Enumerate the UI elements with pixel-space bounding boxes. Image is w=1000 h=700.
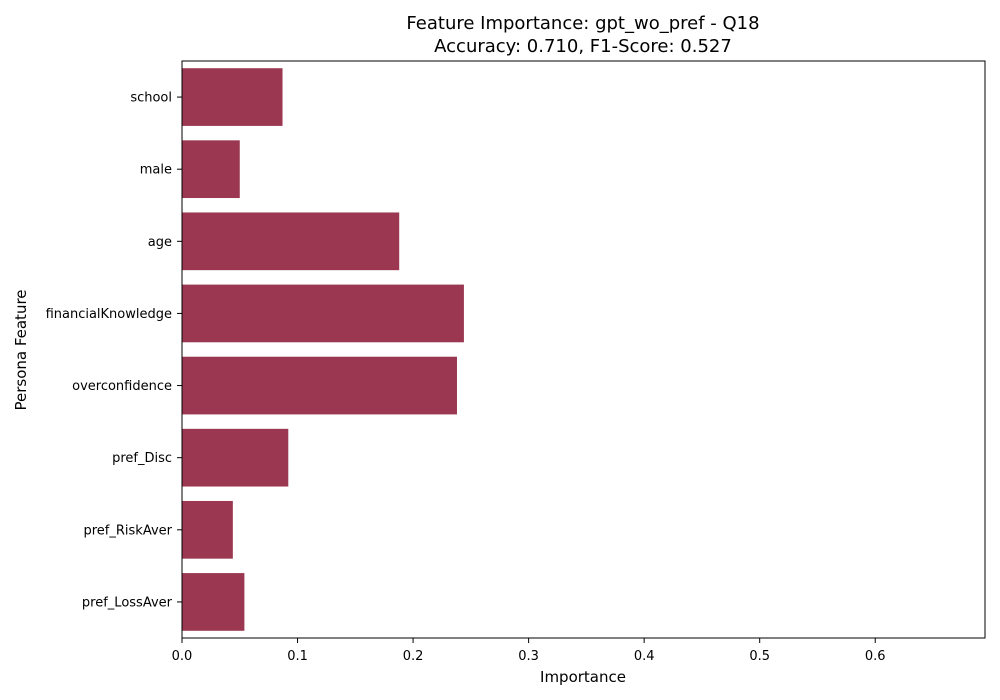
y-tick-label: pref_RiskAver: [84, 523, 173, 538]
x-tick-label: 0.5: [749, 649, 770, 664]
x-tick-label: 0.0: [172, 649, 193, 664]
chart-subtitle: Accuracy: 0.710, F1-Score: 0.527: [434, 36, 732, 57]
bars-layer: [182, 68, 464, 631]
y-tick-label: financialKnowledge: [46, 307, 172, 322]
y-tick-label: male: [140, 163, 172, 178]
chart-title: Feature Importance: gpt_wo_pref - Q18: [406, 13, 759, 34]
bar-pref_RiskAver: [182, 500, 233, 559]
y-tick-label: school: [130, 91, 172, 106]
bar-pref_Disc: [182, 428, 289, 487]
bar-male: [182, 140, 240, 199]
bar-overconfidence: [182, 356, 457, 415]
x-tick-label: 0.4: [634, 649, 655, 664]
y-tick-label: overconfidence: [72, 379, 172, 394]
x-tick-label: 0.3: [518, 649, 539, 664]
y-axis: school male age financialKnowledge overconfi…: [46, 91, 182, 610]
y-tick-label: age: [148, 235, 172, 250]
x-tick-label: 0.2: [403, 649, 424, 664]
x-axis-label: Importance: [540, 668, 626, 686]
bar-pref_LossAver: [182, 573, 245, 631]
bar-financialKnowledge: [182, 284, 464, 343]
bar-age: [182, 212, 400, 271]
x-tick-label: 0.1: [287, 649, 308, 664]
bar-school: [182, 68, 283, 126]
plot-frame: [181, 60, 986, 639]
y-axis-label: Persona Feature: [12, 289, 30, 410]
x-tick-label: 0.6: [865, 649, 886, 664]
y-tick-label: pref_LossAver: [82, 595, 173, 610]
x-axis: 0.0 0.1 0.2 0.3 0.4 0.5 0.6: [172, 638, 886, 664]
y-tick-label: pref_Disc: [112, 451, 172, 466]
